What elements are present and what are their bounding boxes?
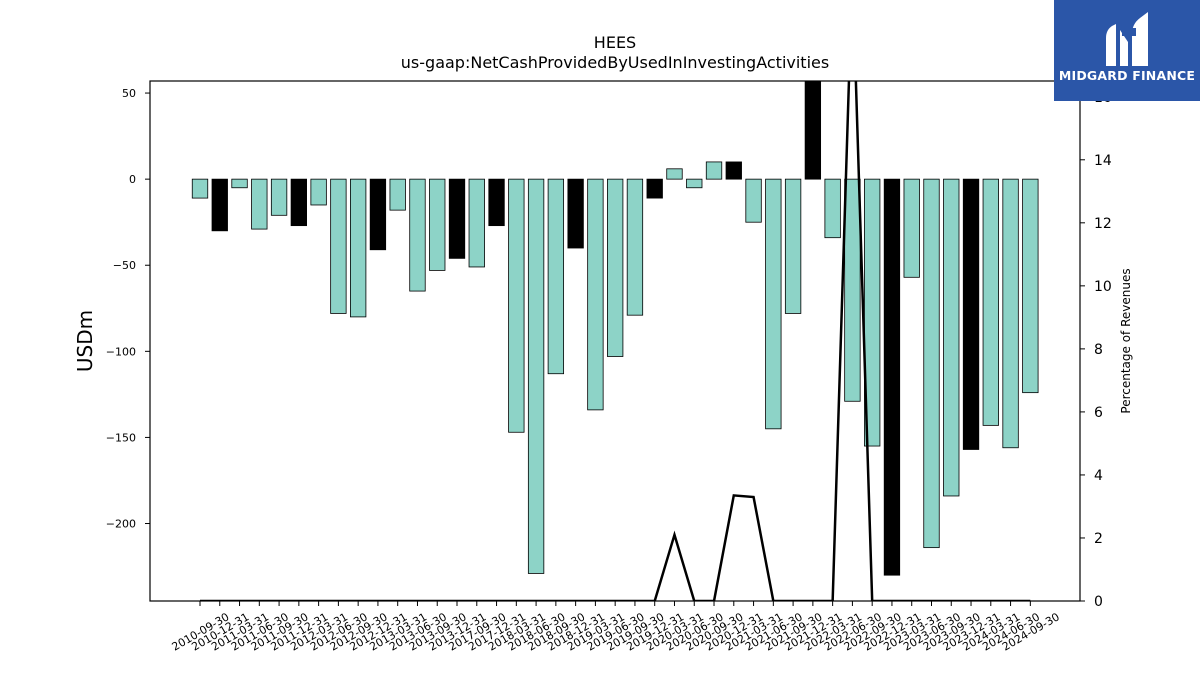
bar-2011-06-30 <box>251 178 268 230</box>
bar-2010-12-31 <box>211 178 228 232</box>
bar-2013-03-31 <box>389 178 406 211</box>
bar-2024-09-30 <box>1022 178 1039 394</box>
bar-2020-12-31 <box>725 161 742 180</box>
bar-group <box>191 81 1039 576</box>
y-tick-label: 50 <box>122 87 136 100</box>
bar-2018-03-31 <box>508 178 525 433</box>
bar-2012-09-30 <box>350 178 367 318</box>
y2-axis-label: Percentage of Revenues <box>1119 268 1133 413</box>
bar-2011-03-31 <box>231 178 248 189</box>
midgard-m-icon <box>1106 12 1148 66</box>
axes: 500−50−100−150−20002468101214162010-09-3… <box>106 80 1112 654</box>
bar-2017-09-30 <box>468 178 485 268</box>
bar-2013-09-30 <box>429 178 446 271</box>
bar-2021-06-30 <box>765 178 782 430</box>
bar-2012-03-31 <box>310 178 327 206</box>
chart-title: HEES <box>594 33 636 52</box>
bar-2022-09-30 <box>864 178 881 447</box>
y2-tick-label: 2 <box>1094 531 1103 547</box>
bar-2020-03-31 <box>666 168 683 180</box>
bar-2023-09-30 <box>943 178 960 497</box>
bar-2020-06-30 <box>686 178 703 189</box>
bar-2019-12-31 <box>646 178 663 199</box>
bar-2013-06-30 <box>409 178 426 292</box>
bar-2022-03-31 <box>824 178 841 239</box>
y-tick-label: −150 <box>106 431 136 444</box>
bar-2021-03-31 <box>745 178 762 223</box>
bar-2017-12-31 <box>488 178 505 227</box>
bar-2023-06-30 <box>923 178 940 549</box>
y-tick-label: −200 <box>106 518 136 531</box>
y2-tick-label: 10 <box>1094 279 1112 295</box>
bar-2018-12-31 <box>567 178 584 249</box>
bar-2019-06-30 <box>607 178 624 357</box>
bar-2023-03-31 <box>903 178 920 278</box>
bar-2021-12-31 <box>804 81 822 180</box>
bar-2018-06-30 <box>527 178 545 574</box>
y-tick-label: −50 <box>113 259 136 272</box>
bar-2022-06-30 <box>844 178 861 402</box>
bar-2018-09-30 <box>547 178 565 375</box>
bar-2012-12-31 <box>369 178 387 251</box>
bar-2013-12-31 <box>448 178 466 259</box>
bar-2020-09-30 <box>705 161 723 180</box>
bar-2024-06-30 <box>1002 178 1019 449</box>
bar-2010-09-30 <box>191 178 209 199</box>
y2-tick-label: 0 <box>1094 594 1103 610</box>
bar-2011-12-31 <box>290 178 308 227</box>
bar-2011-09-30 <box>270 178 288 216</box>
y2-tick-label: 6 <box>1094 405 1103 421</box>
chart-subtitle: us-gaap:NetCashProvidedByUsedInInvesting… <box>401 53 829 72</box>
bar-2024-03-31 <box>982 178 999 426</box>
y2-tick-label: 8 <box>1094 342 1103 358</box>
y2-tick-label: 4 <box>1094 468 1103 484</box>
bar-2019-03-31 <box>587 178 604 411</box>
bar-2012-06-30 <box>330 178 347 314</box>
y-tick-label: 0 <box>129 173 136 186</box>
bar-2023-12-31 <box>962 178 980 450</box>
bar-2019-09-30 <box>626 178 644 316</box>
y2-tick-label: 12 <box>1094 216 1112 232</box>
y2-tick-label: 14 <box>1094 153 1112 169</box>
bar-2022-12-31 <box>883 178 901 576</box>
y-tick-label: −100 <box>106 345 136 358</box>
logo-text: MIDGARD FINANCE <box>1058 68 1196 83</box>
y-axis-label: USDm <box>73 310 97 372</box>
bar-2021-09-30 <box>784 178 802 314</box>
